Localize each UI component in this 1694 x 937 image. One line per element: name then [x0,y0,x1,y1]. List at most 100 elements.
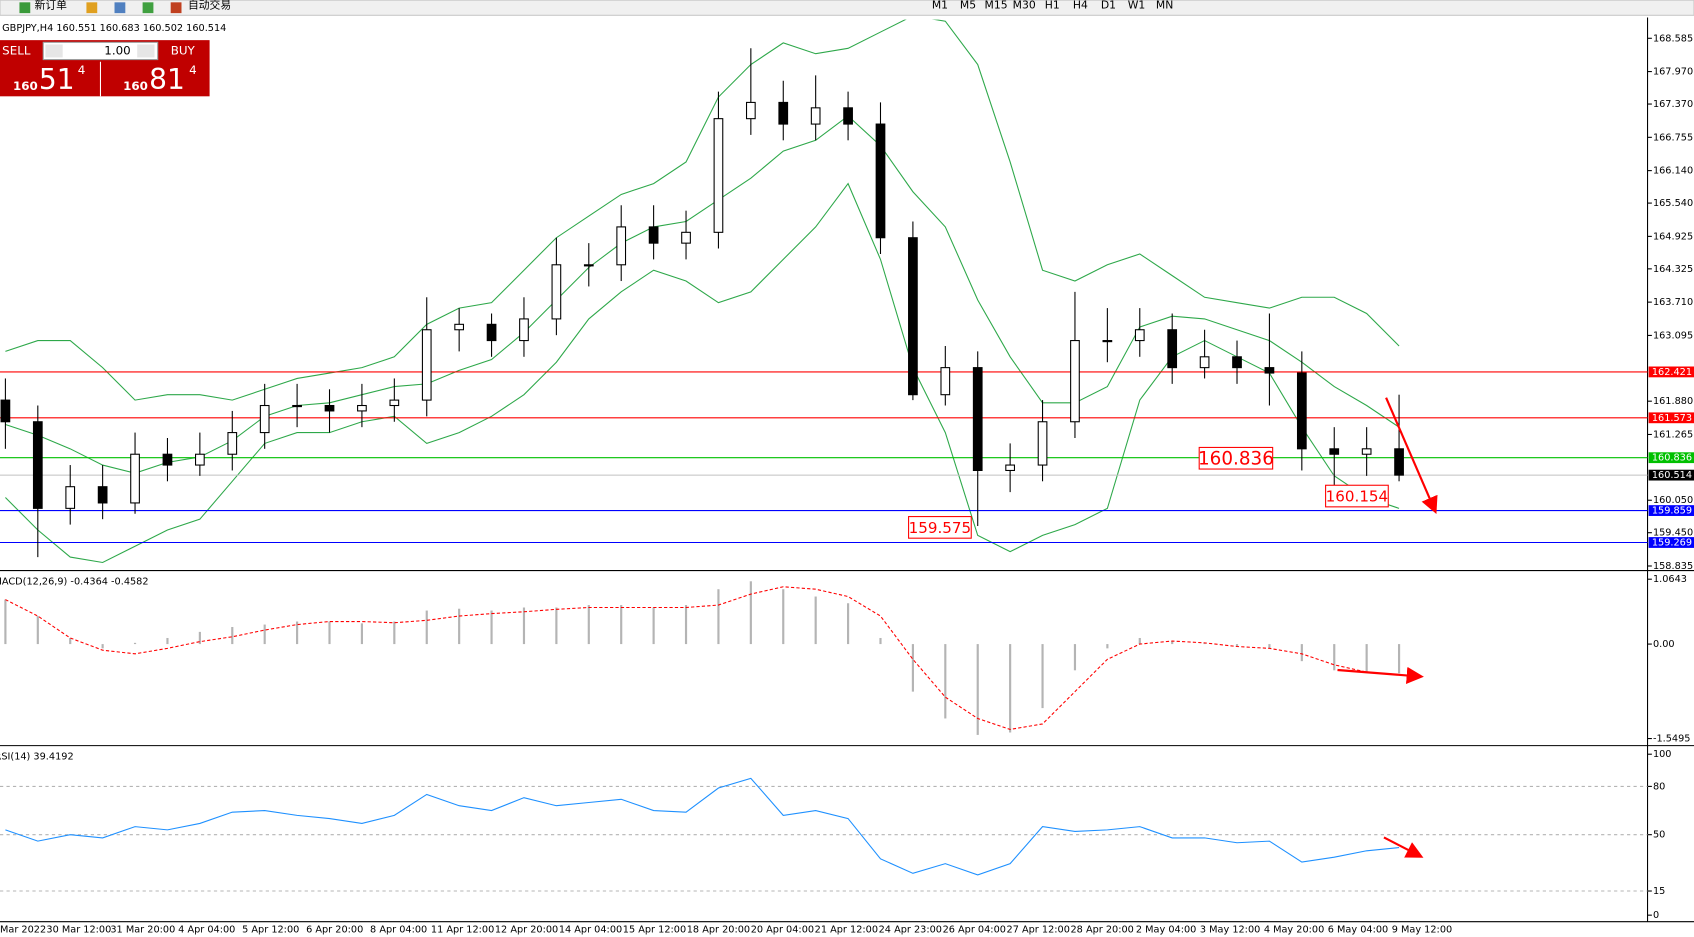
sell-price-main[interactable]: 51 [39,63,75,96]
y-tick-label: 161.265 [1653,429,1693,440]
candle-body [292,404,302,408]
buy-button[interactable]: BUY [171,43,196,57]
panel-title: GBPJPY,H4 160.551 160.683 160.502 160.51… [2,23,226,34]
x-tick-label: Mar 2022 [0,924,46,935]
macd-bar [393,621,396,645]
lot-up[interactable] [137,44,155,58]
timeframe-button[interactable]: H4 [1073,0,1088,12]
level-label: 162.421 [1652,367,1692,378]
y-tick-label: 161.880 [1653,396,1693,407]
auto-trading-icon[interactable] [170,2,182,14]
y-tick-label: 163.095 [1653,330,1693,341]
macd-bar [684,605,688,645]
y-tick-label: 100 [1653,749,1672,760]
buy-price-main[interactable]: 81 [149,63,185,96]
candle-body [1361,448,1372,455]
candle-body [259,404,270,434]
panel [0,777,1648,892]
y-tick-label: 168.585 [1653,33,1693,44]
buy-price-big[interactable]: 160 [123,79,148,93]
x-tick-label: 18 Apr 20:00 [687,924,750,935]
candle-body [1232,356,1242,369]
candle-body [940,367,951,396]
sell-button[interactable]: SELL [2,43,31,57]
macd-bar [36,616,39,645]
candle-body [227,432,238,455]
macd-bar [847,603,850,645]
lot-input[interactable] [42,41,159,61]
auto-trading-button[interactable]: 自动交易 [188,0,231,12]
new-order-icon[interactable] [19,2,31,14]
level-label-bg [1648,452,1694,464]
candle-body [745,101,756,120]
macd-bar [1365,644,1368,673]
y-tick-label: 80 [1653,781,1665,792]
candle-body [357,404,367,412]
y-tick-label: 164.925 [1653,231,1693,242]
y-tick-label: 159.450 [1653,528,1693,539]
timeframe-button[interactable]: M15 [985,0,1008,12]
drawn-arrows [1337,397,1438,858]
buy-price-small[interactable]: 4 [189,63,197,77]
candle-body [324,404,335,412]
candle-body [875,123,886,239]
candle-body [713,118,724,233]
timeframe-button[interactable]: M5 [960,0,976,12]
lot-value[interactable]: 1.00 [104,43,130,57]
macd-bar [328,621,331,645]
line [5,777,1400,876]
sell-price-small[interactable]: 4 [78,63,86,77]
macd-bar [69,637,72,645]
timeframe-button[interactable]: MN [1156,0,1173,12]
level-label-bg [1648,537,1694,548]
icon[interactable] [142,2,154,14]
macd-bar [652,607,655,645]
timeframe-button[interactable]: W1 [1128,0,1146,12]
x-tick-label: 20 Apr 04:00 [751,924,814,935]
level-label: 160.514 [1652,470,1692,481]
macd-bar [198,631,201,645]
candle-body [1037,421,1048,466]
new-order-button[interactable]: 新订单 [35,0,68,12]
macd-bar [879,637,882,645]
x-tick-label: 28 Apr 20:00 [1070,924,1133,935]
candle-body [1264,367,1275,374]
level-label-bg [1648,505,1694,516]
timeframe-button[interactable]: M30 [1013,0,1036,12]
candle-body [843,107,853,125]
candle-body [908,237,918,396]
level-label-bg [1648,366,1694,378]
level-label: 159.859 [1652,506,1692,517]
x-tick-label: 6 May 04:00 [1328,924,1388,935]
macd-bar [1171,641,1174,645]
annotation-box [908,516,972,539]
macd-bar [1300,644,1303,662]
candle-body [162,453,173,466]
candle-body [389,399,400,407]
candle-body [421,329,432,401]
candle-body [616,226,627,266]
macd-bar [717,589,720,645]
candle-body [1296,372,1307,450]
icon[interactable] [114,2,126,14]
timeframe-button[interactable]: H1 [1045,0,1060,12]
candle-body [130,453,140,504]
timeframe-button[interactable]: M1 [932,0,948,12]
panel-frames [0,17,1694,923]
x-tick-label: 8 Apr 04:00 [370,924,427,935]
timeframe-button[interactable]: D1 [1101,0,1116,12]
candle-body [810,107,821,125]
x-tick-label: 24 Apr 23:00 [879,924,942,935]
macd-bar [458,608,461,645]
sell-price-big[interactable]: 160 [13,79,38,93]
annotation: 160.154 [1326,488,1388,506]
candle-body [0,399,11,423]
annotation: 159.575 [909,519,971,537]
macd-bar [4,599,7,645]
lot-down[interactable] [45,44,63,58]
candle-body [486,323,497,342]
y-tick-label: 164.325 [1653,264,1693,275]
macd-bar [1106,644,1109,649]
icon[interactable] [86,2,98,14]
line [5,586,1400,730]
